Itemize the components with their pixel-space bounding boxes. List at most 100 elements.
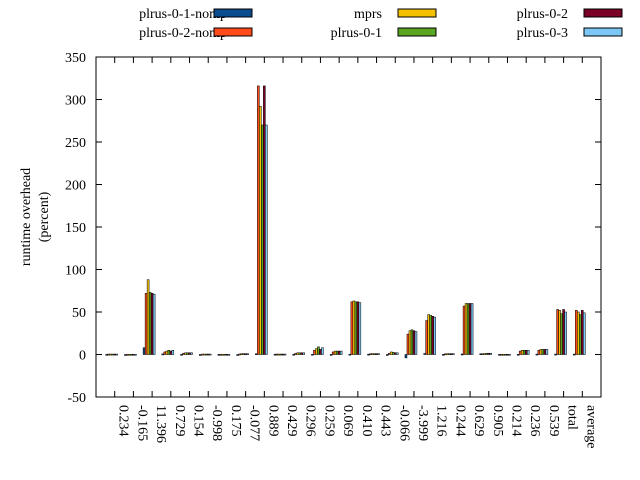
bar	[375, 353, 378, 355]
bar	[423, 353, 426, 355]
legend-swatch	[583, 8, 623, 18]
x-tick-label: -0.077	[247, 405, 262, 441]
x-tick-label: total	[565, 405, 580, 430]
bar	[261, 124, 264, 355]
x-tick-label: 0.905	[490, 405, 505, 437]
x-tick-label: 0.429	[284, 405, 299, 437]
bar	[238, 353, 241, 356]
bar	[124, 354, 127, 356]
bar	[516, 354, 520, 356]
bar	[259, 106, 262, 355]
bar	[339, 350, 343, 355]
x-tick-label: 0.069	[340, 405, 355, 437]
bar	[186, 352, 189, 355]
bar	[412, 330, 416, 355]
y-axis-label-line: (percent)	[37, 191, 52, 242]
bar	[109, 353, 112, 356]
x-tick-label: -0.066	[396, 405, 411, 441]
bar	[244, 353, 247, 355]
bar	[167, 350, 171, 355]
bar	[396, 352, 399, 355]
bar	[165, 350, 169, 355]
bar	[524, 350, 528, 355]
bar	[392, 352, 395, 355]
bar	[498, 354, 501, 356]
x-tick-label: 1.216	[434, 405, 449, 437]
x-tick-label: -3.999	[415, 405, 430, 441]
bar	[321, 347, 324, 355]
bar	[333, 350, 337, 355]
x-tick-label: average	[583, 405, 598, 449]
bar	[115, 353, 118, 356]
bar	[406, 333, 410, 355]
bar	[219, 353, 223, 356]
bar	[302, 352, 305, 355]
x-tick-label: 0.296	[303, 405, 318, 437]
bar	[348, 353, 352, 356]
bar	[520, 350, 524, 355]
y-axis-label: runtime overhead (percent)	[19, 168, 52, 266]
bar	[583, 312, 586, 355]
bar	[502, 353, 505, 356]
bar	[481, 353, 485, 355]
bar	[279, 353, 283, 356]
bar	[273, 353, 277, 356]
legend-label: plrus-0-1-nomp	[139, 7, 227, 22]
bar	[404, 354, 408, 359]
bar	[105, 354, 108, 356]
bar	[180, 354, 183, 356]
bar	[539, 349, 543, 355]
bar	[356, 301, 360, 355]
bar	[208, 353, 212, 356]
bar	[152, 293, 156, 355]
bar	[242, 353, 245, 355]
bar	[169, 350, 173, 355]
bar	[560, 313, 563, 355]
bar	[442, 354, 445, 356]
bar	[198, 354, 202, 356]
legend-swatch	[213, 27, 253, 37]
x-tick-label: 0.410	[359, 405, 374, 437]
x-tick-label: 0.443	[378, 405, 393, 437]
y-tick-label: 100	[65, 264, 86, 279]
x-tick-label: 0.889	[265, 405, 280, 437]
legend-label: plrus-0-1	[331, 26, 382, 41]
bar	[427, 314, 430, 355]
legend-label: plrus-0-2-nomp	[139, 26, 227, 41]
bar	[554, 353, 557, 356]
bar	[182, 352, 185, 355]
bar	[369, 353, 372, 355]
legend-label: plrus-0-3	[517, 26, 568, 41]
bar	[556, 309, 559, 355]
bar	[142, 347, 146, 355]
bar	[337, 350, 341, 355]
bar	[132, 353, 135, 356]
y-tick-label: 200	[65, 179, 86, 194]
bar	[281, 353, 285, 356]
bar	[190, 352, 193, 355]
bar	[313, 350, 316, 355]
bar	[558, 310, 561, 355]
legend-swatch	[213, 8, 253, 18]
bar	[184, 352, 187, 355]
bar	[217, 354, 221, 356]
bar	[464, 303, 468, 355]
bar	[485, 352, 489, 355]
x-tick-label: -0.998	[209, 405, 224, 441]
y-tick-label: 250	[65, 136, 86, 151]
bar	[575, 310, 578, 355]
x-tick-label: 0.244	[452, 405, 467, 437]
bar	[148, 292, 152, 355]
bar	[460, 353, 464, 356]
bar	[317, 346, 320, 355]
bar	[425, 320, 428, 355]
bar	[446, 353, 449, 355]
x-tick-label: -0.165	[134, 405, 149, 441]
bar	[134, 353, 137, 356]
x-tick-label: 0.259	[321, 405, 336, 437]
bar	[150, 293, 154, 355]
bar	[444, 353, 447, 356]
bar	[144, 293, 148, 355]
bar	[126, 353, 129, 356]
bar	[257, 85, 260, 355]
